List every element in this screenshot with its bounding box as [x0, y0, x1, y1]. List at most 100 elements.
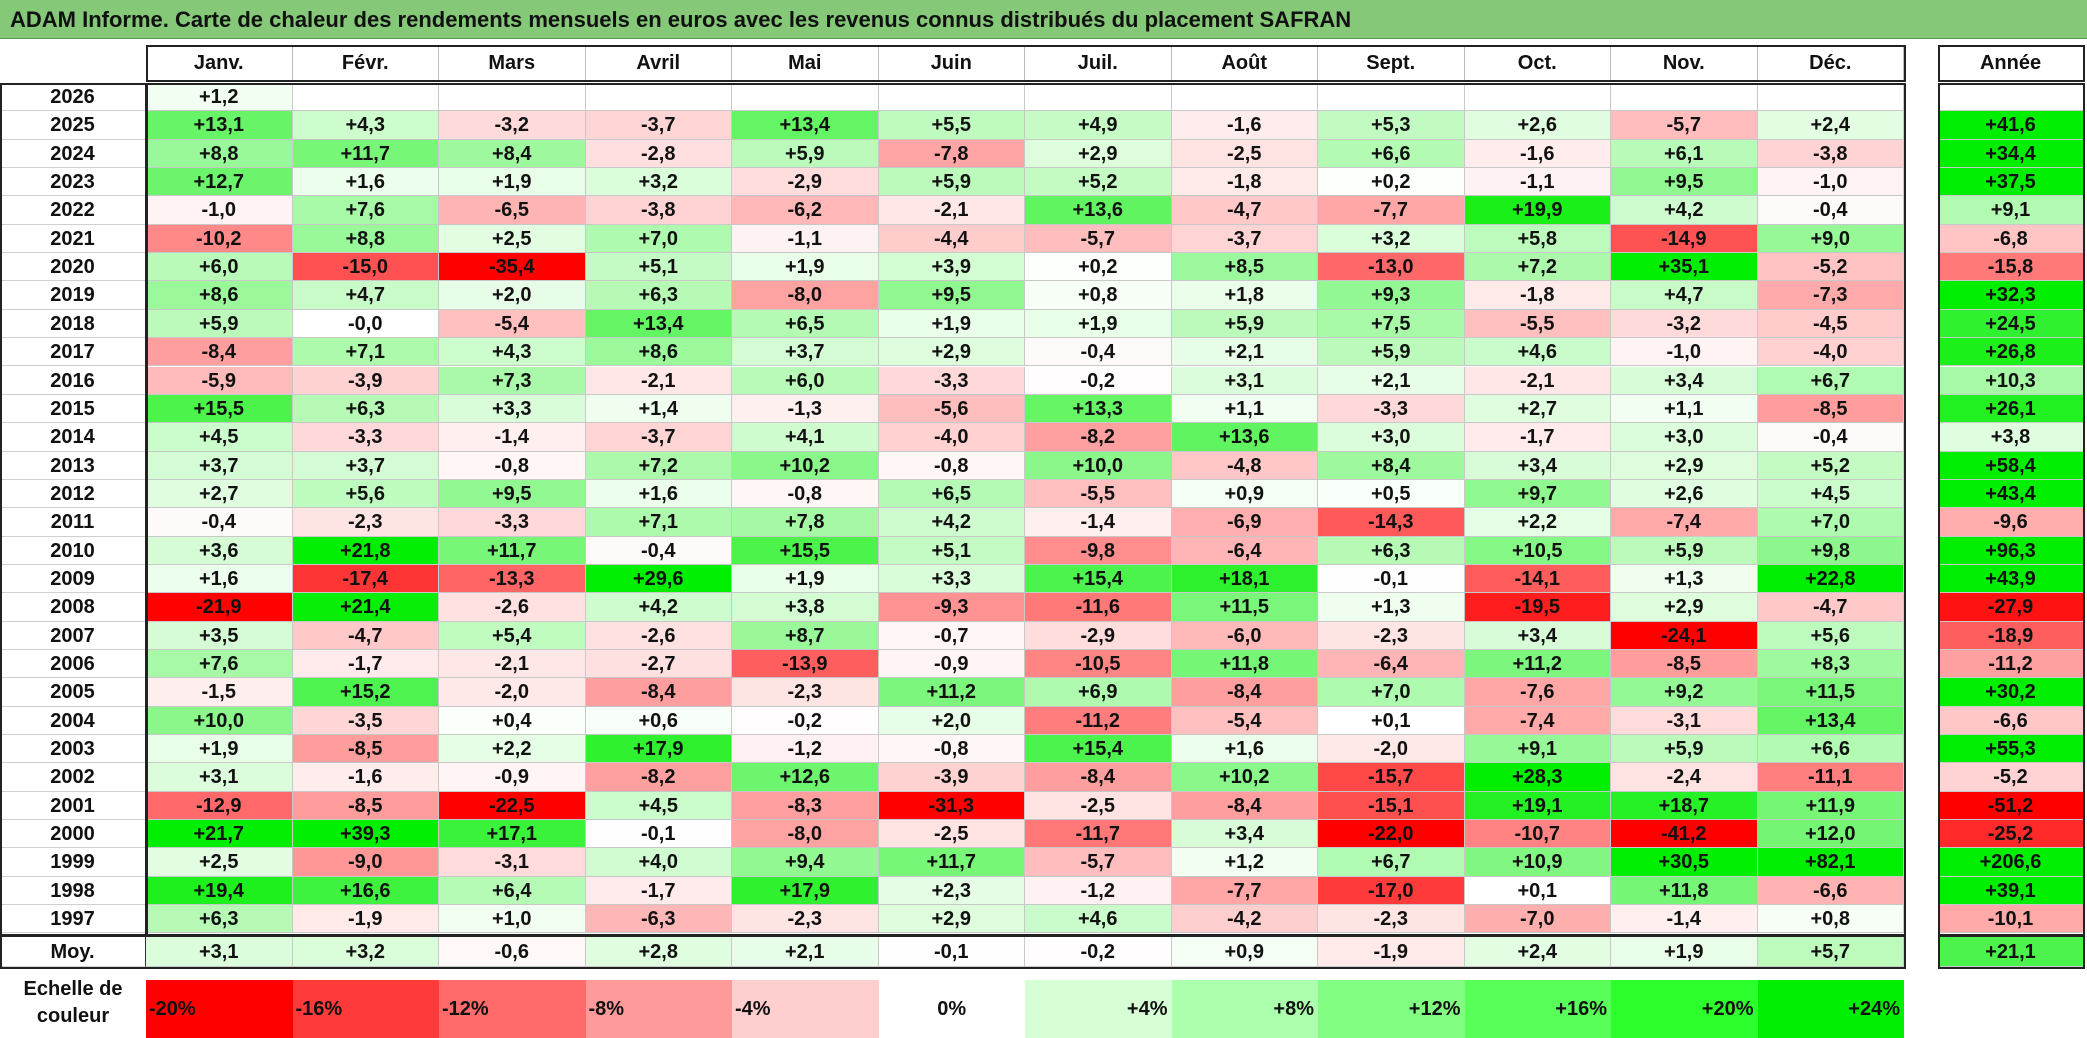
heatmap-cell: +7,1 — [585, 508, 732, 537]
heatmap-cell: +7,1 — [292, 338, 439, 367]
heatmap-cell: +2,0 — [878, 706, 1025, 736]
heatmap-cell: +6,3 — [1318, 536, 1465, 565]
heatmap-cell: +13,3 — [1025, 394, 1172, 424]
heatmap-cell: -21,9 — [146, 593, 293, 622]
heatmap-cell: +82,1 — [1757, 848, 1904, 877]
annual-cell: +43,9 — [1938, 564, 2084, 594]
heatmap-cell: +19,9 — [1464, 196, 1611, 225]
heatmap-cell: +4,5 — [1757, 479, 1904, 509]
heatmap-cell: -41,2 — [1611, 820, 1758, 849]
heatmap-cell: +0,6 — [585, 706, 732, 736]
heatmap-cell: +4,6 — [1025, 905, 1172, 934]
heatmap-cell: -2,0 — [439, 678, 586, 707]
annual-cell: -25,2 — [1938, 820, 2084, 849]
color-scale-step: +8% — [1171, 980, 1318, 1038]
heatmap-cell — [439, 83, 586, 112]
heatmap-cell: +7,2 — [585, 451, 732, 480]
average-cell: +3,2 — [292, 937, 439, 967]
heatmap-cell: +4,2 — [1611, 196, 1758, 225]
heatmap-cell: -3,1 — [1611, 706, 1758, 736]
average-cell: -1,9 — [1318, 937, 1465, 967]
heatmap-cell: +2,2 — [1464, 508, 1611, 537]
column-header: Avril — [585, 45, 732, 81]
annual-cell: +26,8 — [1938, 338, 2084, 367]
heatmap-cell: +22,8 — [1757, 564, 1904, 594]
annual-cell: +96,3 — [1938, 536, 2084, 565]
heatmap-cell: +2,1 — [1318, 366, 1465, 395]
heatmap-cell: +1,3 — [1611, 564, 1758, 594]
heatmap-cell: +8,7 — [732, 621, 879, 650]
annual-cell: +58,4 — [1938, 451, 2084, 480]
heatmap-cell: +6,6 — [1757, 735, 1904, 764]
average-cell: -0,1 — [878, 937, 1025, 967]
heatmap-cell: +15,4 — [1025, 564, 1172, 594]
heatmap-cell: +3,3 — [439, 394, 586, 424]
annual-cell: -5,2 — [1938, 763, 2084, 792]
heatmap-cell: +1,9 — [732, 564, 879, 594]
heatmap-cell: +6,4 — [439, 876, 586, 906]
heatmap-cell: -14,3 — [1318, 508, 1465, 537]
heatmap-cell: -4,7 — [292, 621, 439, 650]
heatmap-cell: -1,8 — [1464, 281, 1611, 310]
heatmap-cell: +1,9 — [878, 309, 1025, 339]
heatmap-cell: -3,3 — [1318, 394, 1465, 424]
column-header: Oct. — [1464, 45, 1611, 81]
heatmap-cell: +4,2 — [878, 508, 1025, 537]
heatmap-cell: -8,2 — [1025, 423, 1172, 452]
heatmap-cell: -5,4 — [1171, 706, 1318, 736]
color-scale-step: 0% — [878, 980, 1025, 1038]
heatmap-cell: +5,9 — [1171, 309, 1318, 339]
heatmap-cell: +1,9 — [732, 253, 879, 282]
heatmap-cell: +4,3 — [439, 338, 586, 367]
heatmap-cell: -1,0 — [1611, 338, 1758, 367]
heatmap-cell: +5,6 — [1757, 621, 1904, 650]
heatmap-cell: +1,4 — [585, 394, 732, 424]
heatmap-cell: -11,7 — [1025, 820, 1172, 849]
heatmap-cell: +8,6 — [146, 281, 293, 310]
color-scale-step: -16% — [292, 980, 439, 1038]
heatmap-cell: +1,9 — [146, 735, 293, 764]
heatmap-cell: +11,7 — [292, 139, 439, 169]
heatmap-cell: -2,3 — [732, 905, 879, 934]
heatmap-cell: +7,0 — [1757, 508, 1904, 537]
year-label: 2000 — [0, 820, 146, 849]
heatmap-cell: +3,4 — [1464, 621, 1611, 650]
year-label: 2008 — [0, 593, 146, 622]
year-label: 1998 — [0, 876, 146, 906]
heatmap-cell: +7,2 — [1464, 253, 1611, 282]
heatmap-cell: -2,0 — [1318, 735, 1465, 764]
heatmap-cell: +3,0 — [1318, 423, 1465, 452]
heatmap-cell: -1,0 — [146, 196, 293, 225]
heatmap-cell: -2,3 — [1318, 905, 1465, 934]
heatmap-cell — [732, 83, 879, 112]
heatmap-cell: +6,3 — [146, 905, 293, 934]
heatmap-cell: -3,8 — [1757, 139, 1904, 169]
color-scale-step: +12% — [1318, 980, 1465, 1038]
heatmap-cell: +11,5 — [1171, 593, 1318, 622]
heatmap-cell: +3,9 — [878, 253, 1025, 282]
heatmap-cell: +1,9 — [439, 168, 586, 197]
heatmap-cell: -3,8 — [585, 196, 732, 225]
heatmap-cell: -1,6 — [1171, 111, 1318, 140]
heatmap-cell: -6,5 — [439, 196, 586, 225]
heatmap-cell: +9,2 — [1611, 678, 1758, 707]
heatmap-cell: -3,2 — [439, 111, 586, 140]
heatmap-cell: -22,5 — [439, 791, 586, 821]
average-cell: +2,1 — [732, 937, 879, 967]
heatmap-cell: -7,8 — [878, 139, 1025, 169]
heatmap-cell: -5,2 — [1757, 253, 1904, 282]
heatmap-cell: -2,9 — [1025, 621, 1172, 650]
year-label: 2002 — [0, 763, 146, 792]
heatmap-cell: -0,4 — [1025, 338, 1172, 367]
heatmap-cell: +3,8 — [732, 593, 879, 622]
heatmap-cell: -0,2 — [1025, 366, 1172, 395]
heatmap-cell: -5,9 — [146, 366, 293, 395]
heatmap-cell: -9,0 — [292, 848, 439, 877]
heatmap-cell: -1,4 — [1611, 905, 1758, 934]
heatmap-cell: +5,6 — [292, 479, 439, 509]
heatmap-cell: -2,3 — [732, 678, 879, 707]
heatmap-cell: +3,5 — [146, 621, 293, 650]
heatmap-cell: +3,4 — [1464, 451, 1611, 480]
heatmap-cell: -3,1 — [439, 848, 586, 877]
annual-cell: +41,6 — [1938, 111, 2084, 140]
